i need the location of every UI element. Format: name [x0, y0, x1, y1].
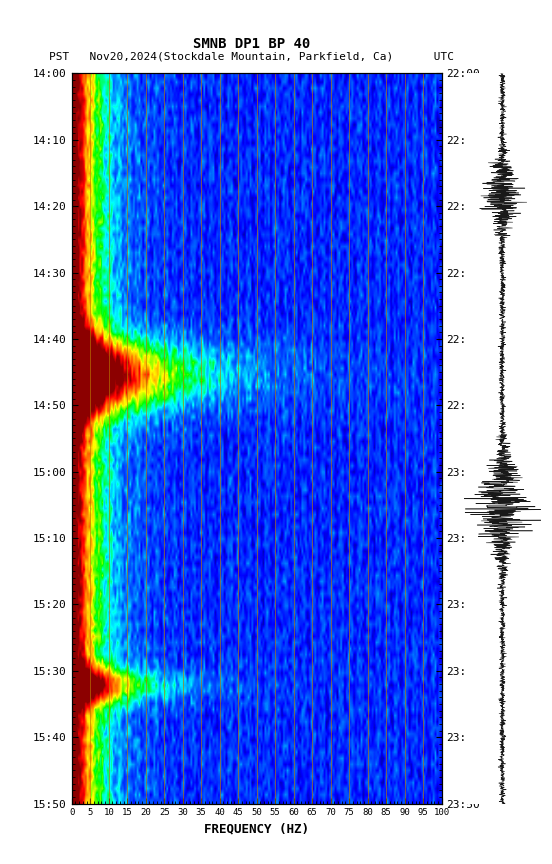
- X-axis label: FREQUENCY (HZ): FREQUENCY (HZ): [204, 823, 309, 836]
- Text: PST   Nov20,2024(Stockdale Mountain, Parkfield, Ca)      UTC: PST Nov20,2024(Stockdale Mountain, Parkf…: [49, 52, 454, 62]
- Text: SMNB DP1 BP 40: SMNB DP1 BP 40: [193, 37, 310, 51]
